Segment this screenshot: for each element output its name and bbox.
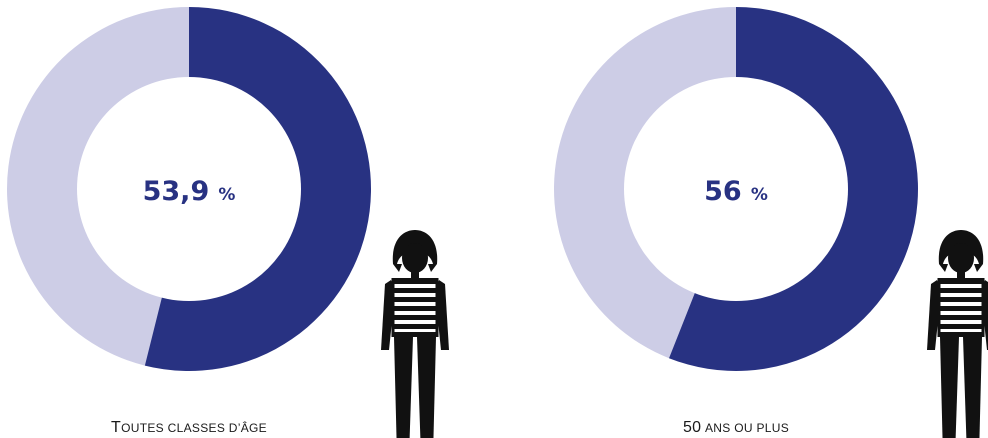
donut-caption: 50 ANS OU PLUS [683,419,789,436]
donut-center-label: 56 % [704,176,768,207]
donut-chart-50-plus: 56 % 50 ANS OU PLUS [553,7,918,436]
donut-caption: TOUTES CLASSES D’ÂGE [111,419,267,436]
donut-hole [77,77,301,301]
woman-figure-icon [379,228,451,438]
donut-center-unit: % [751,185,768,205]
donut-center-value: 56 [704,176,742,207]
donut-center-unit: % [218,185,235,205]
donut-hole [624,77,848,301]
woman-figure-icon [925,228,988,438]
donut-center-label: 53,9 % [143,176,236,207]
donut-chart-all-ages: 53,9 % TOUTES CLASSES D’ÂGE [6,7,371,436]
donut-center-value: 53,9 [143,176,210,207]
